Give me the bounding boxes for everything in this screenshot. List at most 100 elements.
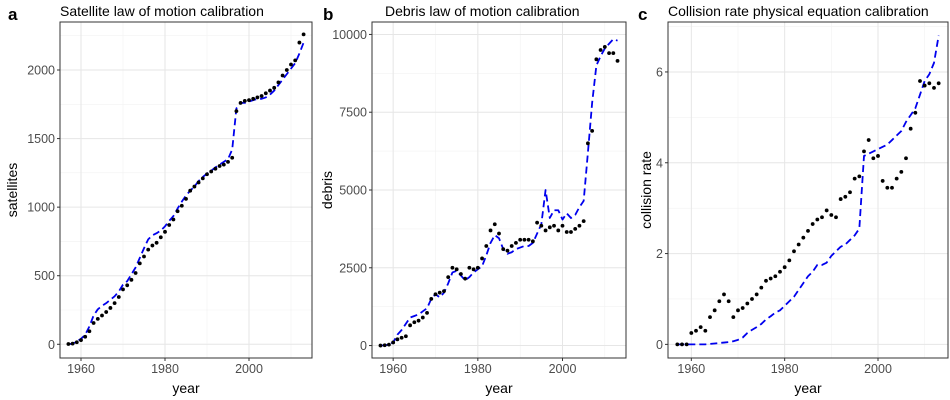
observed-data-point [530,239,535,244]
x-tick-label: 1980 [464,362,492,376]
panel-title: Debris law of motion calibration [385,3,580,19]
observed-data-point [200,176,205,181]
observed-data-point [255,95,260,100]
observed-data-point [492,222,497,227]
observed-data-point [514,240,518,245]
observed-data-point [509,244,514,248]
observed-data-point [615,58,620,63]
observed-data-point [539,223,544,228]
observed-data-point [547,225,552,230]
observed-data-point [518,237,523,242]
observed-data-point [382,343,387,348]
observed-data-point [556,228,561,233]
observed-data-point [497,231,501,236]
observed-data-point [112,301,117,306]
observed-data-point [689,331,694,335]
observed-data-point [927,81,932,86]
x-axis-title: year [794,380,822,396]
observed-data-point [403,334,408,339]
observed-data-point [234,109,239,114]
observed-data-point [848,190,852,195]
observed-data-point [238,101,243,105]
observed-data-point [66,342,71,346]
observed-data-point [564,230,569,234]
observed-data-point [894,176,899,181]
y-tick-label: 10000 [332,28,367,42]
observed-data-point [862,149,866,154]
observed-data-point [675,342,680,347]
observed-data-point [824,208,829,213]
observed-data-point [378,343,383,348]
observed-data-point [70,341,75,346]
observed-data-point [91,321,96,325]
observed-data-point [586,141,590,146]
observed-data-point [280,73,285,78]
observed-data-point [171,217,176,222]
observed-data-point [543,228,548,233]
observed-data-point [293,58,298,63]
observed-data-point [463,276,468,281]
observed-data-point [740,306,745,310]
observed-data-point [83,334,88,339]
x-tick-label: 1960 [67,362,95,376]
observed-data-point [217,164,222,168]
y-tick-label: 1500 [27,132,55,146]
y-tick-label: 4 [656,156,663,170]
panel-a: 1960 1980 2000 0 500 1000 1500 2000 year satellit… [4,3,313,396]
observed-data-point [838,197,843,201]
fitted-series-line [677,35,940,346]
observed-data-point [104,310,109,314]
panel-letter: c [638,5,647,24]
observed-data-point [936,81,941,86]
observed-data-point [167,223,172,227]
y-tick-label: 7500 [339,106,367,120]
observed-data-point [412,320,417,325]
observed-data-point [880,179,885,183]
panel-b: 1960 1980 2000 0 2500 5000 7500 10000 year debris… [319,3,627,396]
plot-background [668,22,948,358]
observed-data-point [932,85,936,90]
observed-data-point [526,237,531,242]
observed-data-point [399,335,404,340]
observed-data-point [736,308,740,313]
observed-data-point [408,323,412,328]
observed-data-point [205,172,209,177]
plot-border [59,21,313,359]
observed-data-point [918,79,922,83]
y-tick-label: 5000 [339,184,367,198]
observed-data-point [146,247,151,252]
observed-data-point [684,342,689,347]
observed-data-point [163,229,167,234]
x-tick-label: 1980 [771,362,799,376]
observed-data-point [395,337,400,342]
observed-data-point [142,254,146,259]
y-axis-title: debris [319,171,335,209]
observed-data-point [698,325,703,330]
observed-data-point [694,328,698,333]
observed-data-point [796,242,801,247]
observed-data-point [192,184,197,189]
observed-data-point [773,274,778,279]
observed-data-point [731,315,736,320]
observed-data-point [158,235,163,240]
observed-data-point [450,265,455,270]
observed-data-point [806,228,810,233]
observed-data-point [425,310,429,315]
observed-data-point [87,329,92,334]
observed-data-point [79,338,83,343]
observed-data-point [810,222,815,226]
observed-data-point [387,342,391,347]
observed-data-point [179,203,184,208]
y-axis-title: satellites [4,163,20,217]
observed-data-point [74,340,79,345]
observed-data-point [420,315,425,320]
observed-data-point [708,315,712,320]
observed-data-point [501,247,506,252]
observed-data-point [226,159,230,164]
observed-data-point [908,126,913,131]
observed-data-point [459,272,463,276]
observed-data-point [289,62,293,67]
observed-data-point [429,296,434,301]
observed-data-point [484,244,489,248]
observed-data-point [116,295,121,299]
